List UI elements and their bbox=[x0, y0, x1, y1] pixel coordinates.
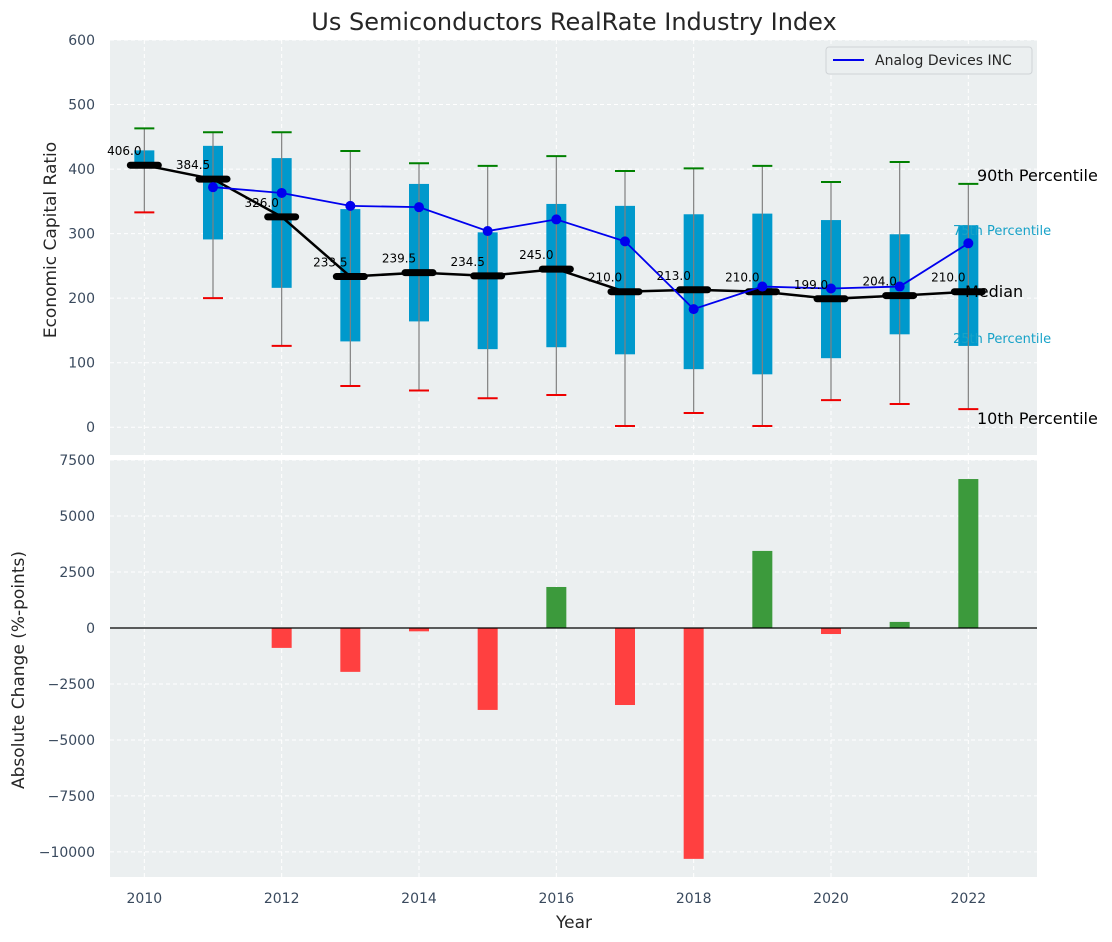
median-value-label: 204.0 bbox=[862, 275, 896, 289]
median-value-label: 213.0 bbox=[656, 269, 690, 283]
y-tick-label: 2500 bbox=[59, 565, 95, 581]
x-tick-label: 2016 bbox=[539, 891, 575, 907]
y-tick-label: 5000 bbox=[59, 509, 95, 525]
median-value-label: 326.0 bbox=[244, 196, 278, 210]
chart-title: Us Semiconductors RealRate Industry Inde… bbox=[311, 8, 836, 36]
x-axis-label: Year bbox=[555, 913, 592, 933]
bottom-y-axis-label: Absolute Change (%-points) bbox=[9, 551, 29, 789]
top-y-ticks: 0 100 200 300 400 500 600 bbox=[68, 33, 95, 436]
annotation-median: Median bbox=[965, 282, 1023, 301]
annotation-p90: 90th Percentile bbox=[977, 166, 1098, 185]
change-bars bbox=[271, 479, 979, 859]
company-point bbox=[963, 238, 974, 249]
y-tick-label: 100 bbox=[68, 356, 95, 372]
company-point bbox=[276, 187, 287, 198]
y-tick-label: −10000 bbox=[39, 845, 95, 861]
bottom-plot-background bbox=[110, 460, 1037, 877]
x-tick-label: 2012 bbox=[264, 891, 300, 907]
top-y-axis-label: Economic Capital Ratio bbox=[41, 142, 61, 338]
change-bar bbox=[271, 627, 292, 648]
change-bar bbox=[683, 627, 704, 859]
x-tick-label: 2010 bbox=[127, 891, 163, 907]
median-value-label: 199.0 bbox=[794, 278, 828, 292]
company-point bbox=[620, 236, 630, 247]
x-tick-label: 2018 bbox=[676, 891, 712, 907]
change-bar bbox=[340, 627, 361, 672]
change-bar bbox=[821, 627, 841, 635]
change-bar bbox=[477, 627, 498, 710]
change-bar bbox=[958, 479, 979, 628]
median-value-label: 245.0 bbox=[519, 248, 553, 262]
company-point bbox=[688, 304, 699, 315]
legend-label: Analog Devices INC bbox=[875, 53, 1012, 69]
change-bar bbox=[889, 621, 910, 628]
company-point bbox=[345, 200, 356, 211]
change-bar bbox=[615, 627, 635, 706]
y-tick-label: 0 bbox=[86, 621, 95, 637]
y-tick-label: 7500 bbox=[59, 453, 95, 469]
y-tick-label: 500 bbox=[68, 98, 95, 114]
median-trend-line bbox=[144, 163, 969, 301]
change-bar bbox=[546, 586, 567, 628]
y-tick-label: 200 bbox=[68, 291, 95, 307]
company-line bbox=[208, 182, 974, 315]
change-bar bbox=[752, 550, 773, 628]
x-tick-label: 2014 bbox=[401, 891, 437, 907]
median-value-label: 234.5 bbox=[450, 255, 484, 269]
median-value-label: 210.0 bbox=[931, 271, 965, 285]
y-tick-label: 300 bbox=[68, 227, 95, 243]
median-value-label: 210.0 bbox=[725, 271, 759, 285]
legend-box bbox=[825, 46, 1033, 75]
median-value-label: 233.5 bbox=[313, 256, 347, 270]
company-point bbox=[482, 226, 493, 237]
x-tick-label: 2022 bbox=[951, 891, 987, 907]
company-point bbox=[894, 281, 905, 292]
median-value-label: 406.0 bbox=[107, 144, 141, 158]
box-plots bbox=[126, 127, 986, 427]
annotation-p10: 10th Percentile bbox=[977, 409, 1098, 428]
median-value-label: 210.0 bbox=[588, 271, 622, 285]
y-tick-label: −5000 bbox=[48, 733, 95, 749]
y-tick-label: 600 bbox=[68, 33, 95, 49]
y-tick-label: 400 bbox=[68, 162, 95, 178]
annotation-q3: 75th Percentile bbox=[953, 224, 1051, 239]
median-labels: 406.0 384.5 326.0 233.5 239.5 234.5 245.0 210.0… bbox=[107, 144, 965, 292]
bottom-y-ticks: −10000 −7500 −5000 −2500 0 2500 5000 7500 bbox=[39, 453, 95, 861]
median-value-label: 239.5 bbox=[382, 252, 416, 266]
y-tick-label: −2500 bbox=[48, 677, 95, 693]
median-line bbox=[144, 163, 969, 301]
top-plot-background bbox=[110, 40, 1037, 455]
company-point bbox=[826, 283, 836, 294]
company-trend-line bbox=[212, 186, 969, 311]
x-ticks: 2010 2012 2014 2016 2018 2020 2022 bbox=[127, 891, 987, 907]
company-point bbox=[551, 214, 562, 225]
x-tick-label: 2020 bbox=[813, 891, 849, 907]
change-bar bbox=[409, 627, 429, 632]
company-point bbox=[208, 182, 218, 193]
annotation-q1: 25th Percentile bbox=[953, 332, 1051, 347]
company-point bbox=[757, 281, 768, 292]
y-tick-label: 0 bbox=[86, 420, 95, 436]
median-value-label: 384.5 bbox=[176, 158, 210, 172]
legend: Analog Devices INC bbox=[825, 46, 1033, 75]
y-tick-label: −7500 bbox=[48, 789, 95, 805]
company-point bbox=[414, 202, 424, 213]
